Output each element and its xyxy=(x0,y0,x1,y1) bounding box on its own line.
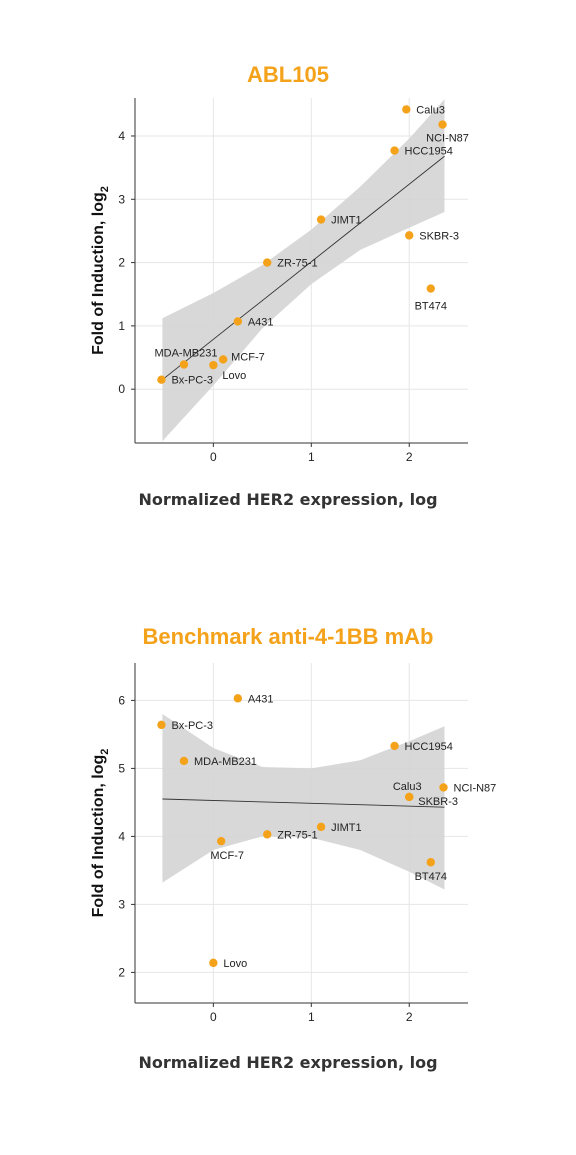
point-label-bt474: BT474 xyxy=(415,301,447,313)
x-tick-label: 0 xyxy=(210,450,217,464)
point-label-mcf-7: MCF-7 xyxy=(231,351,265,363)
point-label-bx-pc-3: Bx-PC-3 xyxy=(171,720,213,732)
y-tick-label: 5 xyxy=(118,761,125,775)
data-point-hcc1954 xyxy=(390,741,399,751)
y-axis-label-text: Fold of Induction, log xyxy=(90,755,107,918)
data-point-lovo xyxy=(209,360,218,370)
y-tick-label: 1 xyxy=(118,319,125,333)
y-tick-label: 2 xyxy=(118,256,125,270)
point-label-mda-mb231: MDA-MB231 xyxy=(154,348,217,360)
y-axis-label: Fold of Induction, log2 xyxy=(90,186,111,355)
point-label-calu3: Calu3 xyxy=(416,104,445,116)
point-label-mcf-7: MCF-7 xyxy=(210,850,244,862)
data-point-jimt1 xyxy=(316,215,326,224)
data-point-zr-75-1 xyxy=(263,258,272,267)
x-tick-label: 2 xyxy=(406,1010,413,1024)
data-point-a431 xyxy=(233,694,243,703)
data-point-nci-n87 xyxy=(439,783,448,792)
data-point-bx-pc-3 xyxy=(157,375,166,384)
point-label-nci-n87: NCI-N87 xyxy=(454,782,497,794)
confidence-band xyxy=(162,714,445,890)
point-label-mda-mb231: MDA-MB231 xyxy=(194,756,257,768)
point-label-a431: A431 xyxy=(248,693,274,705)
y-tick-label: 4 xyxy=(118,129,125,143)
x-axis-label: Normalized HER2 expression, log xyxy=(138,490,438,509)
y-tick-label: 4 xyxy=(118,829,125,843)
point-label-hcc1954: HCC1954 xyxy=(405,146,453,158)
data-point-zr-75-1 xyxy=(263,830,272,839)
data-point-mda-mb231 xyxy=(179,360,189,369)
x-axis-label: Normalized HER2 expression, log xyxy=(138,1053,438,1072)
point-label-zr-75-1: ZR-75-1 xyxy=(277,258,317,270)
point-label-hcc1954: HCC1954 xyxy=(405,741,453,753)
y-axis-label-subscript: 2 xyxy=(99,749,111,755)
data-point-nci-n87 xyxy=(438,120,447,129)
y-axis-label: Fold of Induction, log2 xyxy=(90,749,111,918)
chart-title: Benchmark anti-4-1BB mAb xyxy=(142,624,434,649)
point-label-jimt1: JIMT1 xyxy=(331,215,362,227)
point-label-lovo: Lovo xyxy=(223,958,247,970)
point-label-skbr-3: SKBR-3 xyxy=(419,230,459,242)
y-tick-label: 2 xyxy=(118,965,125,979)
data-point-jimt1 xyxy=(316,822,326,832)
point-label-bt474: BT474 xyxy=(415,871,447,883)
data-point-bt474 xyxy=(426,284,435,293)
trend-line xyxy=(162,155,445,381)
data-point-bt474 xyxy=(426,858,435,867)
chart-title: ABL105 xyxy=(247,62,329,87)
y-axis-label-text: Fold of Induction, log xyxy=(90,192,107,355)
data-point-skbr-3 xyxy=(405,792,414,802)
point-label-lovo: Lovo xyxy=(222,370,246,382)
data-point-mda-mb231 xyxy=(179,756,189,766)
confidence-band xyxy=(162,99,445,442)
data-point-mcf-7 xyxy=(218,355,228,364)
point-label-a431: A431 xyxy=(248,316,274,328)
data-point-calu3 xyxy=(402,105,411,114)
trend-line xyxy=(162,798,445,808)
data-point-mcf-7 xyxy=(216,836,226,846)
point-label-bx-pc-3: Bx-PC-3 xyxy=(171,375,213,387)
x-tick-label: 2 xyxy=(406,450,413,464)
x-tick-label: 0 xyxy=(210,1010,217,1024)
y-tick-label: 3 xyxy=(118,897,125,911)
x-tick-label: 1 xyxy=(308,450,315,464)
y-tick-label: 0 xyxy=(118,382,125,396)
point-label-zr-75-1: ZR-75-1 xyxy=(277,829,317,841)
point-label-calu3: Calu3 xyxy=(393,781,422,793)
data-point-skbr-3 xyxy=(405,231,414,240)
point-label-jimt1: JIMT1 xyxy=(331,822,362,834)
x-tick-label: 1 xyxy=(308,1010,315,1024)
y-axis-label-subscript: 2 xyxy=(99,186,111,192)
data-point-hcc1954 xyxy=(390,146,399,155)
data-point-bx-pc-3 xyxy=(157,720,166,730)
data-point-lovo xyxy=(209,958,218,968)
point-label-nci-n87: NCI-N87 xyxy=(426,133,469,145)
y-tick-label: 6 xyxy=(118,693,125,707)
point-label-skbr-3: SKBR-3 xyxy=(418,796,458,808)
data-point-a431 xyxy=(233,317,243,326)
y-tick-label: 3 xyxy=(118,192,125,206)
